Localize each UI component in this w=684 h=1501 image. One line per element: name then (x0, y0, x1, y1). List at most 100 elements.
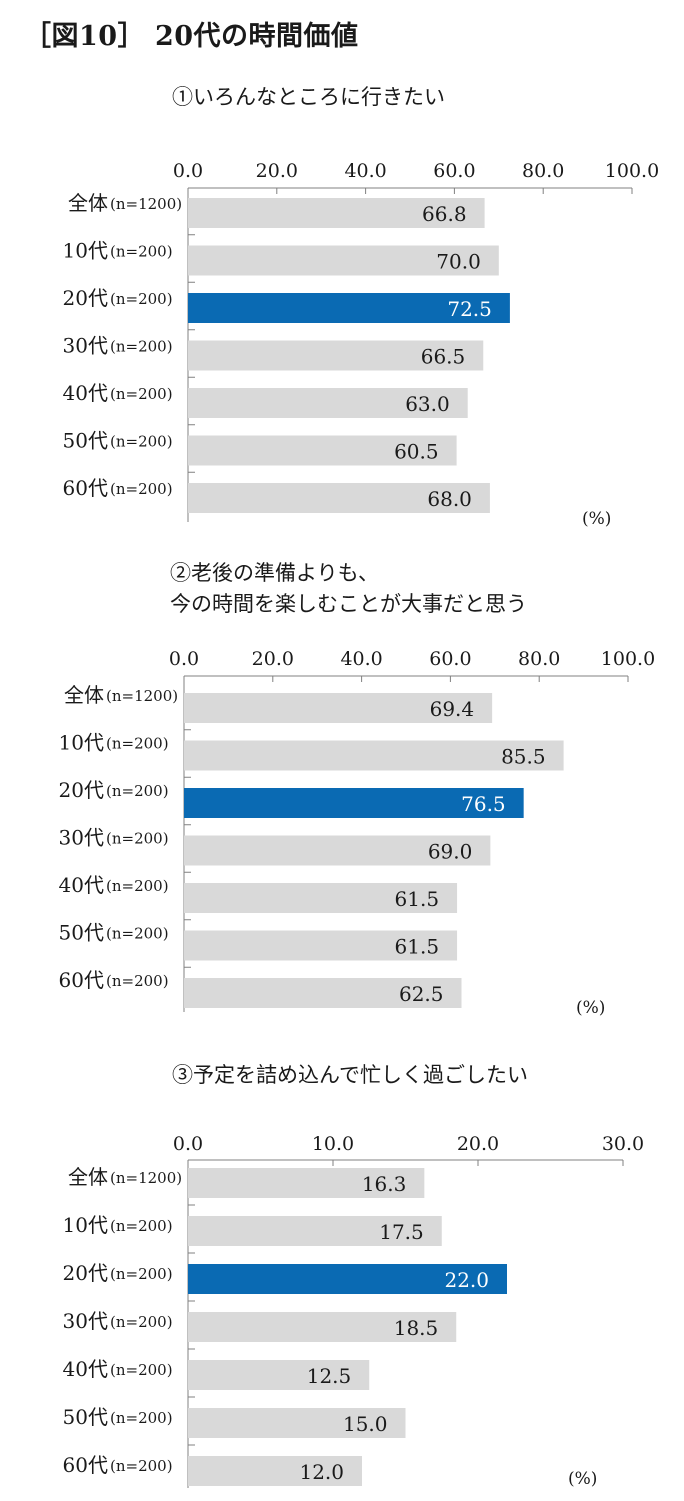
chart-3-value-label: 15.0 (343, 1412, 388, 1436)
chart-2-category-label: 30代 (59, 826, 104, 850)
chart-1-sample-size: (n=200) (110, 480, 173, 498)
chart-3-sample-size: (n=200) (110, 1265, 173, 1283)
chart-1-category-label: 30代 (63, 334, 108, 358)
chart-3-value-label: 17.5 (379, 1220, 424, 1244)
chart-1-sample-size: (n=200) (110, 338, 173, 356)
chart-2-category-label: 40代 (59, 873, 104, 897)
chart-2-x-tick-label: 20.0 (252, 648, 294, 670)
chart-3-title: ③予定を詰め込んで忙しく過ごしたい (172, 1060, 528, 1091)
chart-3-bar (188, 1264, 507, 1294)
chart-3-bar (188, 1168, 425, 1198)
chart-3-sample-size: (n=1200) (110, 1169, 182, 1187)
chart-2-bar (184, 740, 564, 771)
chart-1-x-tick-label: 60.0 (433, 160, 475, 182)
chart-1-value-label: 70.0 (436, 250, 481, 274)
chart-3-category-label: 10代 (63, 1213, 108, 1237)
chart-1-x-tick-label: 0.0 (173, 160, 203, 182)
chart-3-unit-label: (%) (568, 1469, 597, 1489)
chart-1-category-label: 全体 (68, 191, 108, 215)
chart-2-category-label: 20代 (59, 778, 104, 802)
chart-2-bar (184, 835, 491, 866)
chart-2-value-label: 61.5 (395, 935, 440, 959)
chart-2-category-label: 全体 (64, 683, 104, 707)
chart-1-value-label: 68.0 (427, 487, 472, 511)
chart-3-value-label: 16.3 (362, 1172, 407, 1196)
chart-1-sample-size: (n=200) (110, 290, 173, 308)
chart-3-value-label: 12.0 (299, 1460, 344, 1484)
chart-1-sample-size: (n=200) (110, 385, 173, 403)
chart-1-value-label: 66.5 (421, 345, 466, 369)
chart-3-sample-size: (n=200) (110, 1409, 173, 1427)
chart-2-title-line-1: ②老後の準備よりも、 (170, 561, 379, 585)
chart-3-value-label: 12.5 (307, 1364, 352, 1388)
chart-2-category-label: 50代 (59, 921, 104, 945)
chart-2-sample-size: (n=200) (106, 735, 169, 753)
chart-2-title-line-2: 今の時間を楽しむことが大事だと思う (170, 592, 527, 616)
chart-3-category-label: 全体 (68, 1165, 108, 1189)
chart-2-unit-label: (%) (576, 998, 605, 1018)
chart-1-bar (188, 245, 499, 276)
page-title: ［図10］ 20代の時間価値 (24, 21, 359, 52)
chart-1-value-label: 63.0 (405, 392, 450, 416)
chart-2-sample-size: (n=200) (106, 782, 169, 800)
chart-2-sample-size: (n=200) (106, 877, 169, 895)
chart-1-bar (188, 340, 484, 371)
chart-2-sample-size: (n=200) (106, 830, 169, 848)
chart-2-value-label: 85.5 (501, 745, 546, 769)
chart-1-bar (188, 293, 510, 323)
chart-1-sample-size: (n=200) (110, 433, 173, 451)
chart-2-value-label: 69.4 (430, 697, 475, 721)
chart-1-category-label: 20代 (63, 286, 108, 310)
chart-2-bar (184, 788, 524, 818)
chart-2-sample-size: (n=200) (106, 925, 169, 943)
chart-2-value-label: 69.0 (428, 840, 473, 864)
chart-3-value-label: 18.5 (394, 1316, 439, 1340)
chart-1-x-tick-label: 80.0 (522, 160, 564, 182)
chart-3-x-tick-label: 10.0 (312, 1133, 354, 1155)
chart-1-value-label: 60.5 (394, 440, 439, 464)
chart-2-value-label: 61.5 (395, 887, 440, 911)
chart-3-title-line-1: ③予定を詰め込んで忙しく過ごしたい (172, 1063, 528, 1087)
chart-3-sample-size: (n=200) (110, 1457, 173, 1475)
chart-3-bar (188, 1408, 406, 1438)
chart-3-x-tick-label: 30.0 (602, 1133, 644, 1155)
chart-3-category-label: 20代 (63, 1261, 108, 1285)
chart-2-category-label: 10代 (59, 731, 104, 755)
chart-1-bar (188, 388, 468, 418)
chart-3-sample-size: (n=200) (110, 1217, 173, 1235)
chart-1-category-label: 60代 (63, 476, 108, 500)
chart-3-category-label: 50代 (63, 1405, 108, 1429)
chart-3-bar (188, 1312, 457, 1342)
chart-1-unit-label: (%) (582, 509, 611, 529)
chart-1-category-label: 40代 (63, 381, 108, 405)
chart-2-bar (184, 930, 458, 961)
chart-1-sample-size: (n=200) (110, 243, 173, 261)
chart-3-value-label: 22.0 (444, 1268, 489, 1292)
chart-1-x-tick-label: 20.0 (256, 160, 298, 182)
chart-2-bar (184, 693, 493, 723)
chart-3-x-tick-label: 0.0 (173, 1133, 203, 1155)
chart-1-x-tick-label: 100.0 (605, 160, 659, 182)
chart-2-value-label: 62.5 (399, 982, 444, 1006)
chart-2-bar (184, 978, 462, 1008)
chart-1-title-line-1: ①いろんなところに行きたい (172, 85, 445, 109)
chart-3-category-label: 40代 (63, 1357, 108, 1381)
chart-2-bar (184, 883, 458, 913)
chart-2-sample-size: (n=200) (106, 972, 169, 990)
chart-3-bar (188, 1360, 370, 1390)
chart-2-x-tick-label: 60.0 (429, 648, 471, 670)
chart-3-bar (188, 1456, 362, 1486)
chart-1-value-label: 72.5 (447, 297, 492, 321)
chart-2-category-label: 60代 (59, 968, 104, 992)
chart-2-x-tick-label: 80.0 (518, 648, 560, 670)
chart-1-category-label: 50代 (63, 429, 108, 453)
chart-2-sample-size: (n=1200) (106, 687, 178, 705)
chart-1-bar (188, 435, 457, 466)
chart-3-bar (188, 1216, 442, 1246)
chart-3-sample-size: (n=200) (110, 1313, 173, 1331)
chart-2-title: ②老後の準備よりも、 今の時間を楽しむことが大事だと思う (170, 558, 527, 620)
chart-3-category-label: 30代 (63, 1309, 108, 1333)
chart-1-title: ①いろんなところに行きたい (172, 82, 445, 113)
chart-1-bar (188, 483, 490, 513)
